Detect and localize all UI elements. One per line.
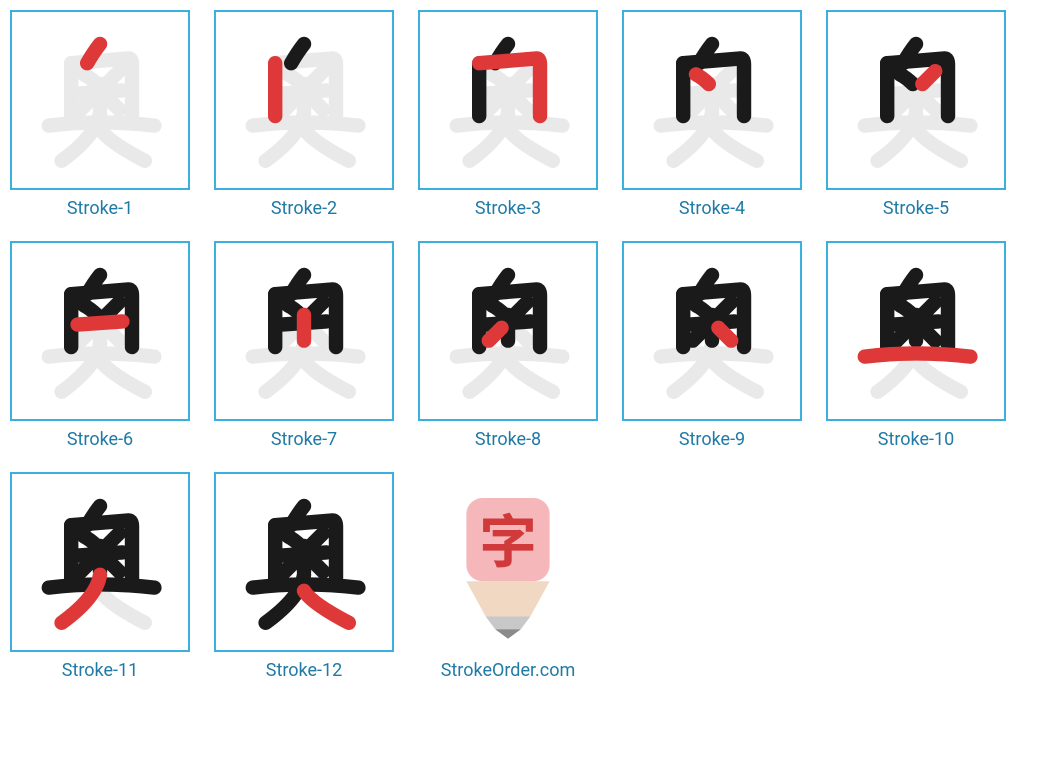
stroke-caption: Stroke-5 xyxy=(883,198,949,219)
stroke-caption: Stroke-6 xyxy=(67,429,133,450)
stroke-tile xyxy=(214,10,394,190)
stroke-cell: Stroke-2 xyxy=(214,10,394,219)
stroke-cell: Stroke-5 xyxy=(826,10,1006,219)
stroke-tile xyxy=(622,241,802,421)
stroke-diagram-grid: Stroke-1 Stroke-2 Stroke-3 Stroke-4 Stroke-5… xyxy=(10,10,1050,681)
logo-tile: 字 xyxy=(418,472,598,652)
stroke-tile xyxy=(826,241,1006,421)
stroke-tile xyxy=(10,472,190,652)
stroke-cell: Stroke-9 xyxy=(622,241,802,450)
stroke-cell: Stroke-6 xyxy=(10,241,190,450)
stroke-caption: Stroke-11 xyxy=(62,660,138,681)
stroke-caption: Stroke-10 xyxy=(878,429,954,450)
stroke-cell: Stroke-8 xyxy=(418,241,598,450)
stroke-tile xyxy=(418,241,598,421)
stroke-cell: Stroke-10 xyxy=(826,241,1006,450)
logo-caption: StrokeOrder.com xyxy=(441,660,576,681)
logo-cell: 字 StrokeOrder.com xyxy=(418,472,598,681)
stroke-caption: Stroke-7 xyxy=(271,429,337,450)
stroke-caption: Stroke-1 xyxy=(67,198,133,219)
svg-text:字: 字 xyxy=(479,495,537,579)
stroke-cell: Stroke-12 xyxy=(214,472,394,681)
stroke-caption: Stroke-12 xyxy=(266,660,342,681)
stroke-tile xyxy=(418,10,598,190)
stroke-tile xyxy=(622,10,802,190)
stroke-tile xyxy=(10,10,190,190)
stroke-caption: Stroke-3 xyxy=(475,198,541,219)
stroke-caption: Stroke-8 xyxy=(475,429,541,450)
stroke-cell: Stroke-4 xyxy=(622,10,802,219)
stroke-caption: Stroke-9 xyxy=(679,429,745,450)
stroke-tile xyxy=(214,241,394,421)
stroke-caption: Stroke-4 xyxy=(679,198,745,219)
stroke-cell: Stroke-3 xyxy=(418,10,598,219)
stroke-tile xyxy=(10,241,190,421)
stroke-cell: Stroke-1 xyxy=(10,10,190,219)
stroke-caption: Stroke-2 xyxy=(271,198,337,219)
stroke-cell: Stroke-7 xyxy=(214,241,394,450)
stroke-tile xyxy=(826,10,1006,190)
stroke-cell: Stroke-11 xyxy=(10,472,190,681)
stroke-tile xyxy=(214,472,394,652)
